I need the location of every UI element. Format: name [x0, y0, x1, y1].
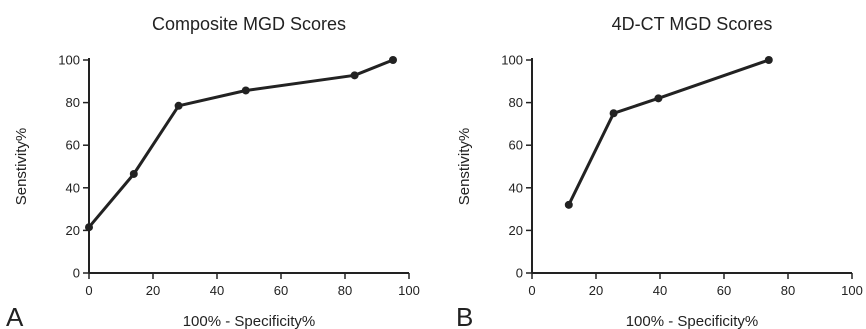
- y-tick-label: 100: [58, 53, 80, 68]
- data-point: [350, 71, 359, 80]
- y-axis-label: Senstivity%: [456, 128, 473, 206]
- y-tick-label: 0: [516, 266, 523, 281]
- x-tick-label: 20: [589, 283, 603, 298]
- series-line: [567, 58, 770, 206]
- x-tick-label: 60: [274, 283, 288, 298]
- chart-panel-a: Composite MGD Scores 0 20 40 60 80 100 0 20 40 60 8…: [6, 14, 420, 329]
- x-tick-label: 80: [781, 283, 795, 298]
- x-tick-label: 60: [717, 283, 731, 298]
- y-tick-label: 0: [73, 266, 80, 281]
- data-point: [129, 169, 138, 178]
- x-tick-label: 20: [146, 283, 160, 298]
- chart-title: Composite MGD Scores: [152, 14, 346, 34]
- y-tick-label: 20: [66, 223, 80, 238]
- x-axis-label: 100% - Specificity%: [626, 313, 759, 329]
- x-tick-label: 80: [338, 283, 352, 298]
- data-point: [564, 200, 573, 209]
- series-line: [87, 58, 394, 229]
- y-tick-label: 80: [66, 95, 80, 110]
- panel-letter: A: [6, 302, 24, 329]
- y-axis-label: Senstivity%: [13, 128, 30, 206]
- y-tick-label: 100: [501, 53, 523, 68]
- y-tick-label: 60: [66, 138, 80, 153]
- x-tick-label: 100: [841, 283, 863, 298]
- x-axis-label: 100% - Specificity%: [183, 313, 316, 329]
- y-tick-label: 20: [509, 223, 523, 238]
- data-point: [174, 101, 183, 110]
- x-tick-label: 40: [653, 283, 667, 298]
- y-tick-label: 60: [509, 138, 523, 153]
- y-tick-label: 40: [66, 180, 80, 195]
- data-point: [764, 56, 773, 64]
- data-point: [609, 109, 618, 118]
- data-point: [241, 86, 250, 95]
- x-tick-label: 100: [398, 283, 420, 298]
- x-tick-label: 0: [85, 283, 92, 298]
- chart-panel-b: 4D-CT MGD Scores 0 20 40 60 80 100 0 20 40 60 80 100…: [456, 14, 863, 329]
- y-tick-label: 80: [509, 95, 523, 110]
- data-point: [85, 223, 93, 232]
- x-tick-label: 40: [210, 283, 224, 298]
- x-tick-label: 0: [528, 283, 535, 298]
- panel-letter: B: [456, 302, 473, 329]
- data-point: [389, 56, 397, 64]
- chart-title: 4D-CT MGD Scores: [612, 14, 773, 34]
- y-tick-label: 40: [509, 180, 523, 195]
- data-point: [654, 94, 663, 103]
